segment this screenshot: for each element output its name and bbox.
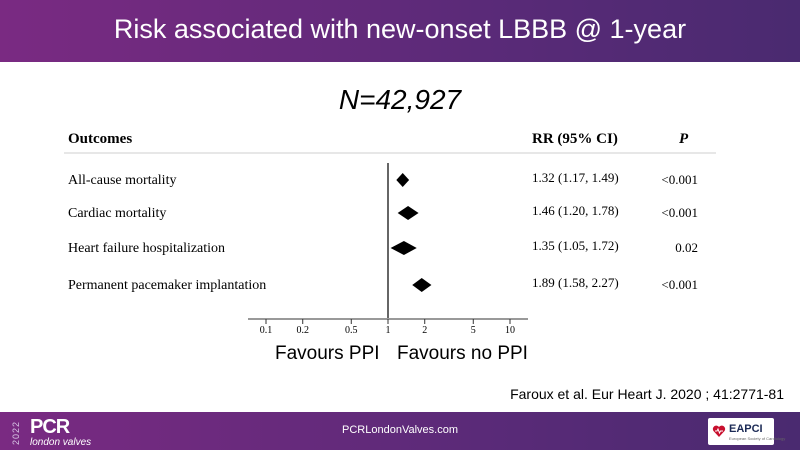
title-bar: Risk associated with new-onset LBBB @ 1-… bbox=[0, 0, 800, 62]
logo-sub-text: london valves bbox=[30, 437, 92, 448]
favours-right-label: Favours no PPI bbox=[397, 343, 528, 364]
p-value: 0.02 bbox=[675, 240, 698, 255]
p-value: <0.001 bbox=[661, 277, 698, 292]
x-tick-label: 5 bbox=[471, 325, 476, 336]
citation: Faroux et al. Eur Heart J. 2020 ; 41:277… bbox=[510, 386, 784, 402]
effect-marker bbox=[397, 206, 419, 220]
rr-ci-value: 1.32 (1.17, 1.49) bbox=[532, 170, 619, 185]
outcome-label: Heart failure hospitalization bbox=[68, 241, 225, 256]
heart-icon bbox=[712, 425, 726, 437]
footer-url: PCRLondonValves.com bbox=[342, 424, 458, 436]
eapci-subtext: European Society of Cardiology bbox=[729, 436, 786, 441]
column-header-p: P bbox=[679, 131, 689, 147]
sample-size-label: N=42,927 bbox=[338, 84, 462, 115]
rr-ci-value: 1.89 (1.58, 2.27) bbox=[532, 275, 619, 290]
x-tick-label: 2 bbox=[422, 325, 427, 336]
slide-title: Risk associated with new-onset LBBB @ 1-… bbox=[113, 14, 687, 44]
column-header-outcomes: Outcomes bbox=[68, 131, 132, 147]
outcome-label: Cardiac mortality bbox=[68, 206, 166, 221]
x-tick-label: 0.5 bbox=[345, 325, 358, 336]
column-header-rr: RR (95% CI) bbox=[532, 131, 618, 147]
x-tick-label: 0.1 bbox=[260, 325, 273, 336]
outcome-label: All-cause mortality bbox=[68, 173, 176, 188]
outcome-label: Permanent pacemaker implantation bbox=[68, 278, 266, 293]
forest-plot: Outcomes RR (95% CI) P All-cause mortality 1… bbox=[64, 131, 716, 336]
p-value: <0.001 bbox=[661, 172, 698, 187]
rr-ci-value: 1.46 (1.20, 1.78) bbox=[532, 203, 619, 218]
effect-marker bbox=[412, 278, 432, 292]
p-value: <0.001 bbox=[661, 205, 698, 220]
eapci-logo: EAPCI European Society of Cardiology bbox=[708, 418, 785, 445]
footer-bar: 2022 PCR london valves PCRLondonValves.c… bbox=[0, 412, 800, 450]
rr-ci-value: 1.35 (1.05, 1.72) bbox=[532, 238, 619, 253]
x-tick-label: 10 bbox=[505, 325, 515, 336]
effect-marker bbox=[396, 173, 410, 187]
eapci-text: EAPCI bbox=[729, 423, 763, 435]
x-tick-label: 1 bbox=[386, 325, 391, 336]
x-tick-label: 0.2 bbox=[296, 325, 309, 336]
effect-marker bbox=[390, 241, 417, 255]
logo-main-text: PCR bbox=[30, 416, 70, 438]
favours-left-label: Favours PPI bbox=[275, 343, 380, 364]
